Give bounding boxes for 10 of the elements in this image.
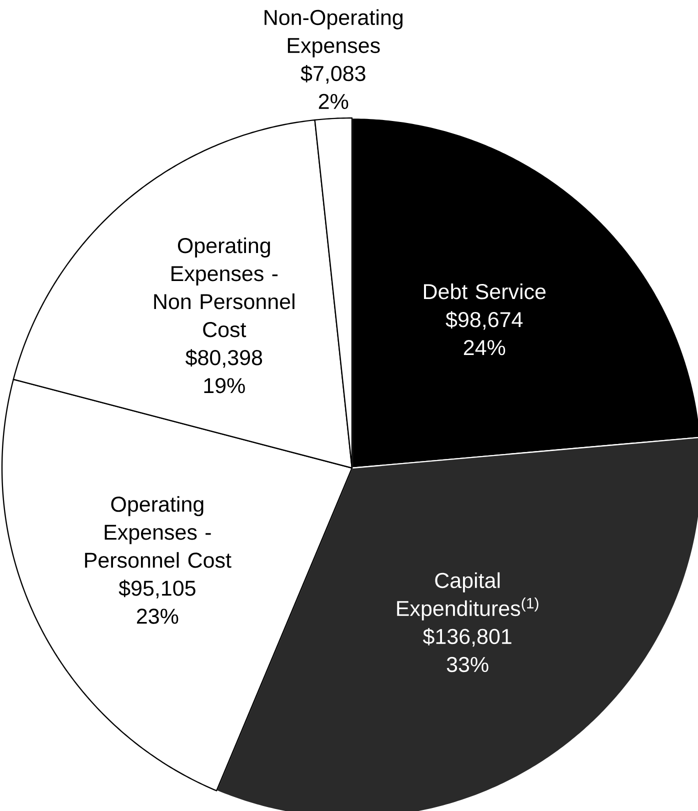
data-label: $136,801 33% xyxy=(422,628,512,672)
data-label: $98,674 24% xyxy=(446,311,523,356)
slice-label: Operating Expenses - Personnel Cost xyxy=(85,496,232,568)
slice-label: Debt Service xyxy=(424,283,546,300)
slice-label: Non-Operating Expenses xyxy=(264,9,402,58)
slice-label: Operating Expenses - Non Personnel Cost xyxy=(154,237,294,338)
slice-label: Capital Expenditures$^{(1)}$ xyxy=(397,572,538,620)
data-label: $95,105 23% xyxy=(118,580,196,624)
data-label: $80,398 19% xyxy=(186,349,262,394)
data-label: $7,083 2% xyxy=(300,64,366,110)
